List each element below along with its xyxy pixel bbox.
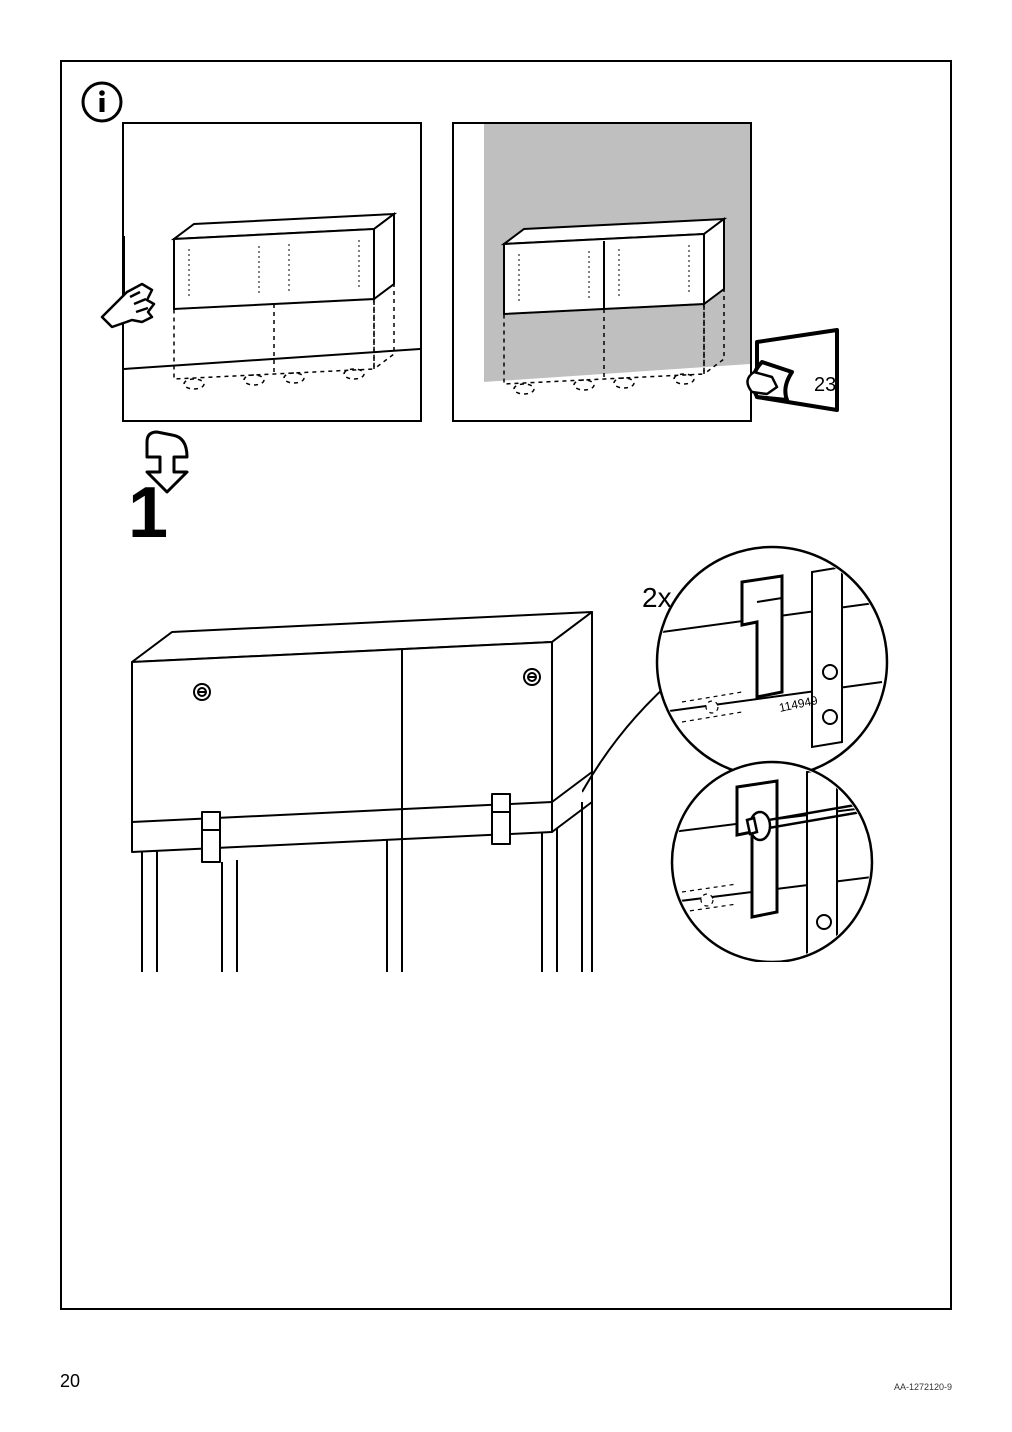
page-ref-number: 23 xyxy=(814,374,836,397)
info-icon xyxy=(80,80,124,124)
part-quantity: 2x xyxy=(642,582,672,614)
detail-callouts: 114949 xyxy=(582,542,912,962)
instruction-page: 23 1 xyxy=(60,60,952,1310)
hand-pointing-icon xyxy=(92,262,172,342)
assembly-main-drawing xyxy=(102,572,622,972)
step-number: 1 xyxy=(128,472,168,554)
document-reference: AA-1272120-9 xyxy=(894,1382,952,1392)
option-panel-wallmount xyxy=(452,122,752,422)
page-turn-icon: 23 xyxy=(742,322,852,422)
page-number: 20 xyxy=(60,1371,80,1392)
